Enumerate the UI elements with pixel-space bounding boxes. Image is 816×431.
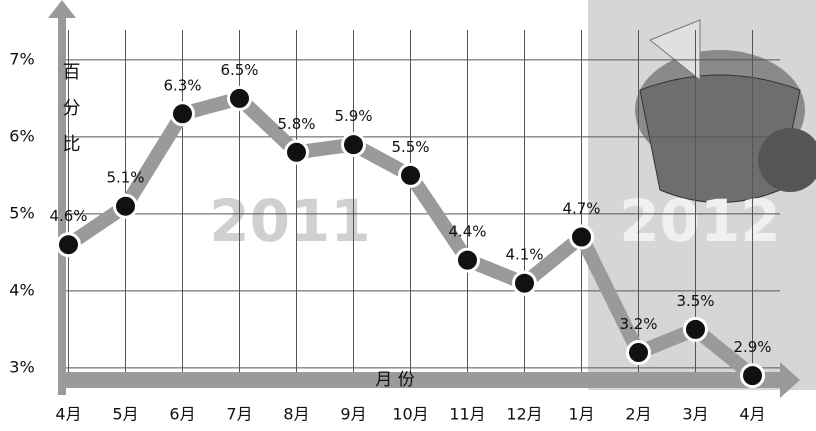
x-tick-label: 7月	[226, 405, 252, 424]
y-tick-label: 7%	[9, 49, 34, 68]
data-point	[742, 365, 764, 387]
x-tick-label: 9月	[340, 405, 366, 424]
value-label: 4.6%	[49, 207, 87, 225]
value-label: 4.7%	[562, 200, 600, 218]
x-tick-label: 12月	[506, 405, 542, 424]
x-tick-label: 4月	[55, 405, 81, 424]
year-watermark: 2011	[209, 187, 370, 255]
x-tick-label: 4月	[739, 405, 765, 424]
data-point	[343, 134, 365, 156]
value-label: 3.5%	[676, 292, 714, 310]
value-label: 2.9%	[733, 338, 771, 356]
y-tick-label: 4%	[9, 280, 34, 299]
data-point	[628, 342, 650, 364]
x-tick-label: 2月	[625, 405, 651, 424]
x-tick-label: 11月	[449, 405, 485, 424]
y-axis-label: 百分比	[60, 62, 81, 170]
value-label: 4.4%	[448, 223, 486, 241]
x-tick-label: 6月	[169, 405, 195, 424]
x-tick-label: 3月	[682, 405, 708, 424]
year-watermark: 2012	[619, 187, 780, 255]
value-label: 5.5%	[391, 138, 429, 156]
data-point	[400, 164, 422, 186]
data-point	[685, 318, 707, 340]
data-point	[115, 195, 137, 217]
value-label: 3.2%	[619, 315, 657, 333]
y-tick-label: 5%	[9, 203, 34, 222]
data-point	[286, 141, 308, 163]
x-tick-label: 5月	[112, 405, 138, 424]
x-axis-label: 月 份	[375, 370, 414, 390]
x-tick-label: 8月	[283, 405, 309, 424]
x-tick-label: 10月	[392, 405, 428, 424]
chart: 2011 2012 百分比 月 份 3% 4% 5% 6% 7% 4月 5月 6月 7月 8月 9月…	[0, 0, 816, 431]
y-axis-arrow	[48, 0, 76, 395]
data-point	[457, 249, 479, 271]
x-tick-label: 1月	[568, 405, 594, 424]
value-label: 6.3%	[163, 76, 201, 94]
data-point	[571, 226, 593, 248]
y-tick-label: 3%	[9, 357, 34, 376]
value-label: 6.5%	[220, 61, 258, 79]
data-point	[229, 87, 251, 109]
y-tick-label: 6%	[9, 126, 34, 145]
value-label: 5.1%	[106, 169, 144, 187]
data-point	[58, 234, 80, 256]
value-label: 4.1%	[505, 246, 543, 264]
value-label: 5.9%	[334, 107, 372, 125]
value-label: 5.8%	[277, 115, 315, 133]
data-point	[514, 272, 536, 294]
data-point	[172, 103, 194, 125]
